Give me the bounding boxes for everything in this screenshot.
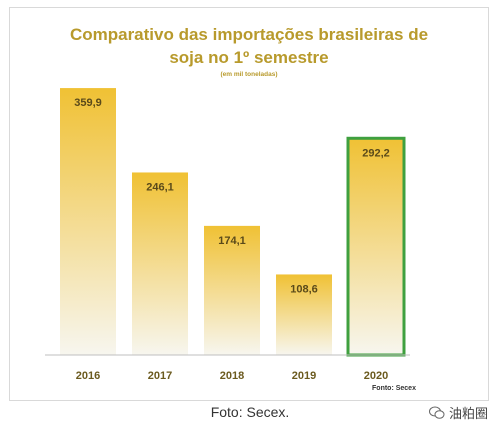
bar-2018 [204, 225, 260, 355]
watermark: 油粕圈 [428, 403, 488, 422]
bar-value-label-2017: 246,1 [146, 181, 174, 193]
bar-2017 [132, 172, 188, 355]
chart-subtitle: (em mil toneladas) [220, 71, 277, 78]
bar-value-label-2018: 174,1 [218, 235, 246, 247]
bar-value-label-2020: 292,2 [362, 147, 390, 159]
figure-caption: Foto: Secex. [210, 404, 290, 420]
chart-title-line-1: Comparativo das importações brasileiras … [70, 25, 428, 44]
x-tick-label-2018: 2018 [220, 370, 244, 382]
bar-2016 [60, 88, 116, 356]
chart-title-line-2: soja no 1º semestre [169, 48, 328, 67]
watermark-text: 油粕圈 [448, 407, 488, 422]
chart-source-note: Fonto: Secex [372, 385, 416, 392]
bar-value-label-2019: 108,6 [290, 283, 318, 295]
x-axis-labels: 2016 2017 2018 2019 2020 [76, 370, 388, 382]
x-tick-label-2019: 2019 [292, 370, 316, 382]
x-tick-label-2020: 2020 [364, 370, 388, 382]
bar-value-label-2016: 359,9 [74, 97, 102, 109]
wechat-icon [428, 406, 445, 420]
bar-2020 [346, 136, 406, 357]
chart-frame: Comparativo das importações brasileiras … [9, 7, 489, 401]
bar-chart: Comparativo das importações brasileiras … [45, 25, 428, 392]
bar-2019 [276, 274, 332, 355]
bars-group: 359,9 246,1 174,1 108,6 292,2 [60, 88, 406, 357]
x-tick-label-2016: 2016 [76, 370, 100, 382]
x-tick-label-2017: 2017 [148, 370, 172, 382]
